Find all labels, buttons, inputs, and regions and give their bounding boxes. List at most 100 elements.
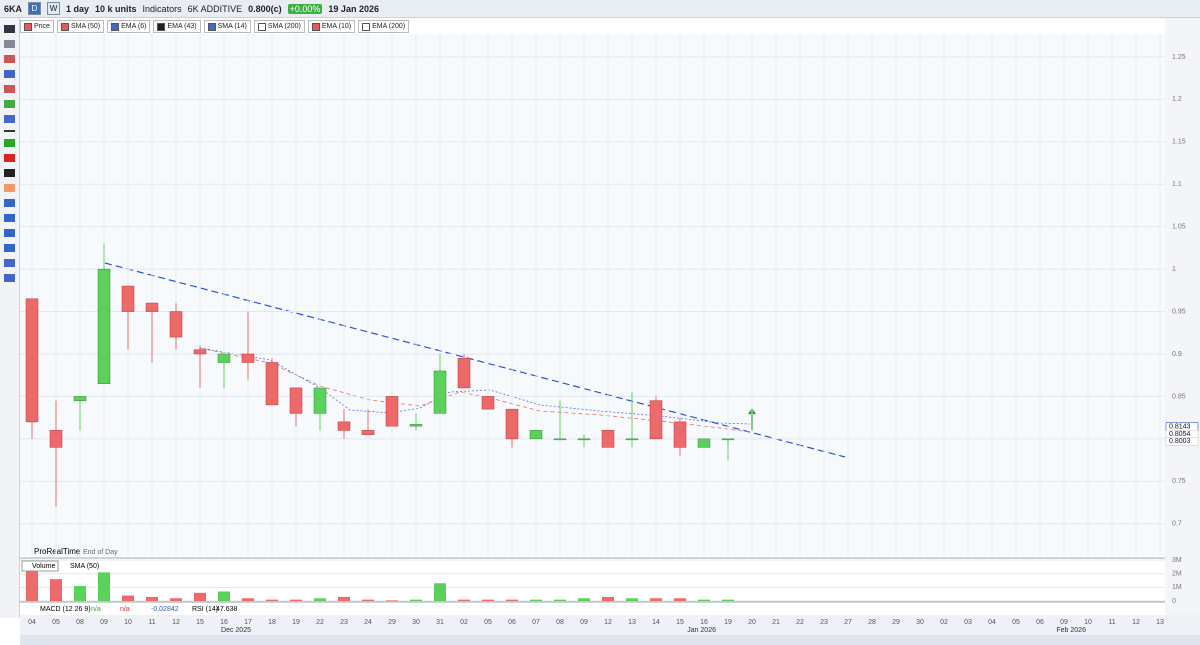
- tool[interactable]: [4, 199, 15, 207]
- x-tick-label: 09: [100, 619, 108, 626]
- volume-bar: [722, 599, 734, 601]
- indicators-button[interactable]: Indicators: [142, 3, 182, 14]
- x-tick-label: 03: [964, 619, 972, 626]
- indicator-chips: Price SMA (50) EMA (6) EMA (43) SMA (14) SMA …: [20, 19, 410, 34]
- tool[interactable]: [4, 100, 15, 108]
- rsi-label: RSI (14): [192, 606, 218, 613]
- tool[interactable]: [4, 55, 15, 63]
- indicator-chip[interactable]: SMA (14): [203, 20, 251, 33]
- symbol[interactable]: 6KA: [4, 3, 23, 14]
- y-tick-label: 1M: [1172, 584, 1182, 591]
- price: 0.800(c): [248, 3, 282, 14]
- x-tick-label: 23: [820, 619, 828, 626]
- chip-swatch: [157, 22, 166, 31]
- tool[interactable]: [4, 154, 15, 162]
- candle-body: [25, 298, 39, 423]
- candle-body: [673, 421, 687, 448]
- interval[interactable]: 1 day: [66, 3, 90, 14]
- date: 19 Jan 2026: [328, 3, 379, 14]
- y-tick-label: 0.7: [1172, 521, 1182, 528]
- candle-body: [601, 430, 615, 448]
- tool[interactable]: [4, 70, 15, 78]
- x-tick-label: 30: [916, 619, 924, 626]
- x-tick-label: 17: [244, 619, 252, 626]
- chip-swatch: [111, 22, 120, 31]
- macd-value: n/a: [91, 606, 101, 613]
- chip[interactable]: [21, 560, 59, 572]
- tool[interactable]: [4, 139, 15, 147]
- y-tick-label: 0.75: [1172, 478, 1186, 485]
- price-panel: [20, 34, 1165, 556]
- volume-bar: [314, 598, 326, 601]
- x-tick-label: 09: [580, 619, 588, 626]
- x-tick-label: 14: [652, 619, 660, 626]
- x-tick-label: 27: [844, 619, 852, 626]
- period-button[interactable]: W: [47, 2, 61, 15]
- tool[interactable]: [4, 229, 15, 237]
- indicator-chip[interactable]: EMA (6): [107, 20, 151, 33]
- tool[interactable]: [4, 259, 15, 267]
- tool[interactable]: [4, 40, 15, 48]
- chart: ProRealTime End of Day Volume SMA (50) M…: [20, 18, 1200, 645]
- indicator-chip[interactable]: SMA (200): [253, 20, 305, 33]
- indicator-chip[interactable]: EMA (10): [307, 20, 356, 33]
- chip-swatch: [24, 22, 32, 31]
- y-tick-label: 2M: [1172, 571, 1182, 578]
- candle-body: [241, 353, 255, 363]
- volume-bar: [266, 599, 278, 601]
- volume-bar: [386, 600, 398, 601]
- candle-body: [433, 370, 447, 414]
- chip-swatch: [60, 22, 69, 31]
- brand: ProRealTime: [34, 547, 81, 556]
- volume-bar: [410, 599, 422, 601]
- x-tick-label: 31: [436, 619, 444, 626]
- volume-bar: [362, 599, 374, 601]
- tool[interactable]: [4, 214, 15, 222]
- tool[interactable]: [4, 244, 15, 252]
- volume-bar: [530, 599, 542, 601]
- volume-bar: [146, 596, 158, 601]
- chip-label: SMA (50): [70, 23, 101, 30]
- drawing-tools: [0, 18, 20, 618]
- tool[interactable]: [4, 115, 15, 123]
- tool[interactable]: [4, 184, 15, 192]
- volume-bar: [290, 599, 302, 601]
- month-label: Feb 2026: [1056, 627, 1086, 634]
- volume-bar: [74, 585, 86, 601]
- x-tick-label: 02: [460, 619, 468, 626]
- chip-label: EMA (200): [372, 23, 406, 30]
- x-tick-label: 21: [772, 619, 780, 626]
- x-tick-label: 30: [412, 619, 420, 626]
- indicator-chip[interactable]: Price: [20, 20, 54, 33]
- candle-body: [361, 430, 375, 435]
- moving-average: [199, 347, 751, 433]
- tool[interactable]: [4, 169, 15, 177]
- candle-body: [121, 285, 135, 312]
- tool[interactable]: [4, 130, 15, 132]
- indicator-chip[interactable]: SMA (50): [56, 20, 105, 33]
- chip-label: SMA (200): [267, 23, 301, 30]
- month-label: Jan 2026: [687, 627, 716, 634]
- volume-bar: [194, 592, 206, 601]
- x-tick-label: 05: [484, 619, 492, 626]
- period-button[interactable]: D: [28, 2, 42, 15]
- volume-bar: [242, 598, 254, 601]
- indicator-chip[interactable]: EMA (43): [153, 20, 201, 33]
- x-tick-label: 28: [868, 619, 876, 626]
- x-tick-label: 12: [1132, 619, 1140, 626]
- volume-bar: [434, 583, 446, 601]
- volume-bar: [170, 598, 182, 601]
- tool[interactable]: [4, 25, 15, 33]
- tool[interactable]: [4, 85, 15, 93]
- x-tick-label: 15: [196, 619, 204, 626]
- candle-body: [505, 408, 519, 440]
- indicator-chip[interactable]: EMA (200): [358, 20, 410, 33]
- volume-bar: [626, 598, 638, 601]
- tool[interactable]: [4, 274, 15, 282]
- x-tick-label: 15: [676, 619, 684, 626]
- x-tick-label: 07: [532, 619, 540, 626]
- scrollbar[interactable]: [20, 635, 1200, 645]
- y-tick-label: 0.85: [1172, 393, 1186, 400]
- units[interactable]: 10 k units: [95, 3, 137, 14]
